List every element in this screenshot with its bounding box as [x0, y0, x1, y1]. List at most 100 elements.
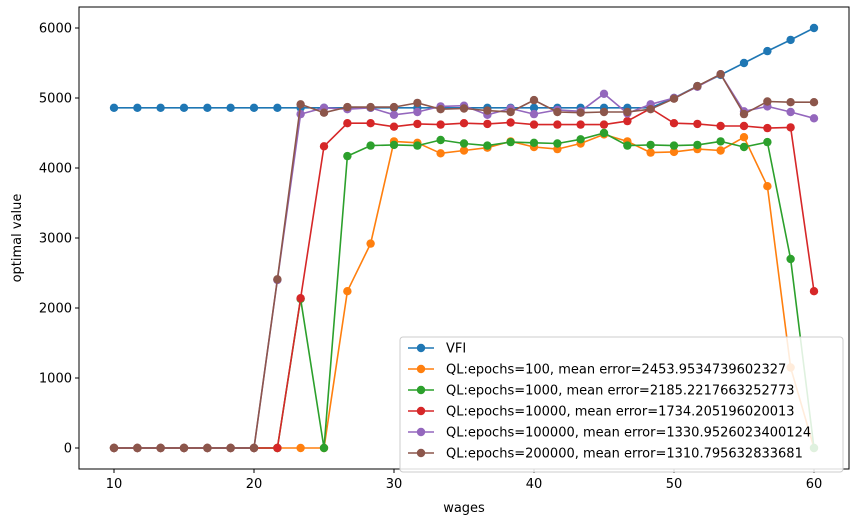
data-point — [599, 120, 609, 129]
data-point — [413, 119, 422, 129]
data-point — [389, 102, 399, 112]
y-tick-label: 0 — [64, 442, 72, 457]
data-point — [599, 107, 609, 117]
y-tick-label: 3000 — [39, 232, 72, 247]
data-point — [319, 443, 329, 453]
legend-marker-swatch — [416, 406, 426, 416]
data-point — [809, 287, 819, 296]
data-point — [366, 141, 375, 150]
data-point — [296, 109, 305, 119]
legend-item-5: QL:epochs=200000, mean error=1310.795632… — [408, 447, 803, 462]
x-tick-label: 30 — [386, 477, 403, 492]
data-point — [179, 443, 189, 453]
legend-marker-swatch — [416, 448, 426, 458]
data-point — [599, 128, 609, 138]
legend-marker-swatch — [416, 364, 426, 374]
legend-marker-swatch — [416, 427, 426, 437]
legend-box — [399, 336, 844, 473]
data-point — [366, 239, 375, 248]
data-point — [179, 103, 189, 113]
data-point — [576, 120, 585, 129]
data-point — [739, 58, 749, 68]
data-point — [529, 120, 539, 129]
data-point — [296, 443, 305, 453]
data-point — [319, 108, 329, 117]
x-tick-label: 20 — [246, 477, 263, 492]
legend-label: QL:epochs=10000, mean error=1734.2051960… — [446, 405, 795, 420]
data-point — [459, 146, 469, 155]
data-point — [716, 70, 725, 79]
data-point — [436, 149, 445, 158]
data-point — [623, 141, 632, 150]
data-point — [786, 98, 795, 107]
data-point — [459, 119, 469, 128]
data-point — [529, 95, 539, 105]
data-point — [156, 103, 165, 113]
data-point — [529, 109, 539, 119]
data-point — [109, 443, 119, 453]
data-point — [273, 103, 282, 113]
data-point — [133, 443, 142, 453]
data-point — [763, 97, 772, 106]
legend-label: QL:epochs=200000, mean error=1310.795632… — [446, 447, 803, 462]
data-point — [623, 116, 632, 126]
data-point — [646, 148, 655, 157]
data-point — [389, 140, 399, 150]
data-point — [203, 443, 212, 453]
data-point — [623, 107, 632, 117]
data-point — [716, 137, 725, 146]
data-point — [389, 110, 399, 120]
data-point — [459, 139, 469, 148]
data-point — [343, 119, 352, 128]
data-point — [739, 142, 749, 152]
data-point — [669, 147, 679, 157]
x-tick-label: 40 — [526, 477, 543, 492]
data-point — [553, 107, 562, 117]
legend-marker-swatch — [416, 343, 426, 353]
legend-item-3: QL:epochs=10000, mean error=1734.2051960… — [408, 405, 795, 420]
data-point — [366, 102, 375, 112]
data-point — [343, 287, 352, 296]
data-point — [296, 100, 305, 109]
data-point — [763, 123, 772, 133]
plot-area — [109, 23, 819, 453]
data-point — [506, 137, 515, 147]
data-point — [203, 103, 212, 113]
data-point — [506, 107, 515, 117]
data-point — [156, 443, 165, 453]
legend-label: VFI — [446, 342, 466, 357]
x-tick-label: 50 — [666, 477, 683, 492]
data-point — [389, 122, 399, 131]
legend-marker-swatch — [416, 385, 426, 395]
y-tick-label: 4000 — [39, 162, 72, 177]
data-point — [786, 35, 795, 45]
data-point — [436, 105, 445, 114]
data-point — [763, 46, 772, 56]
data-point — [413, 98, 422, 108]
data-point — [109, 103, 119, 113]
data-point — [553, 120, 562, 129]
legend-label: QL:epochs=1000, mean error=2185.22176632… — [446, 384, 795, 399]
data-point — [273, 275, 282, 284]
legend-item-2: QL:epochs=1000, mean error=2185.22176632… — [408, 384, 795, 399]
data-point — [226, 443, 235, 453]
x-tick-label: 60 — [806, 477, 823, 492]
data-point — [366, 119, 375, 128]
data-point — [646, 140, 655, 150]
data-point — [506, 118, 515, 127]
data-point — [693, 81, 702, 91]
y-tick-label: 1000 — [39, 372, 72, 387]
data-point — [599, 89, 609, 99]
data-point — [459, 104, 469, 113]
legend-label: QL:epochs=100000, mean error=1330.952602… — [446, 426, 811, 441]
x-axis-label: wages — [443, 501, 485, 516]
data-point — [319, 142, 329, 151]
data-point — [693, 140, 702, 150]
data-point — [413, 141, 422, 150]
data-point — [343, 102, 352, 112]
x-tick-label: 10 — [106, 477, 123, 492]
data-point — [786, 107, 795, 117]
data-point — [296, 294, 305, 303]
legend-item-0: VFI — [408, 342, 466, 357]
